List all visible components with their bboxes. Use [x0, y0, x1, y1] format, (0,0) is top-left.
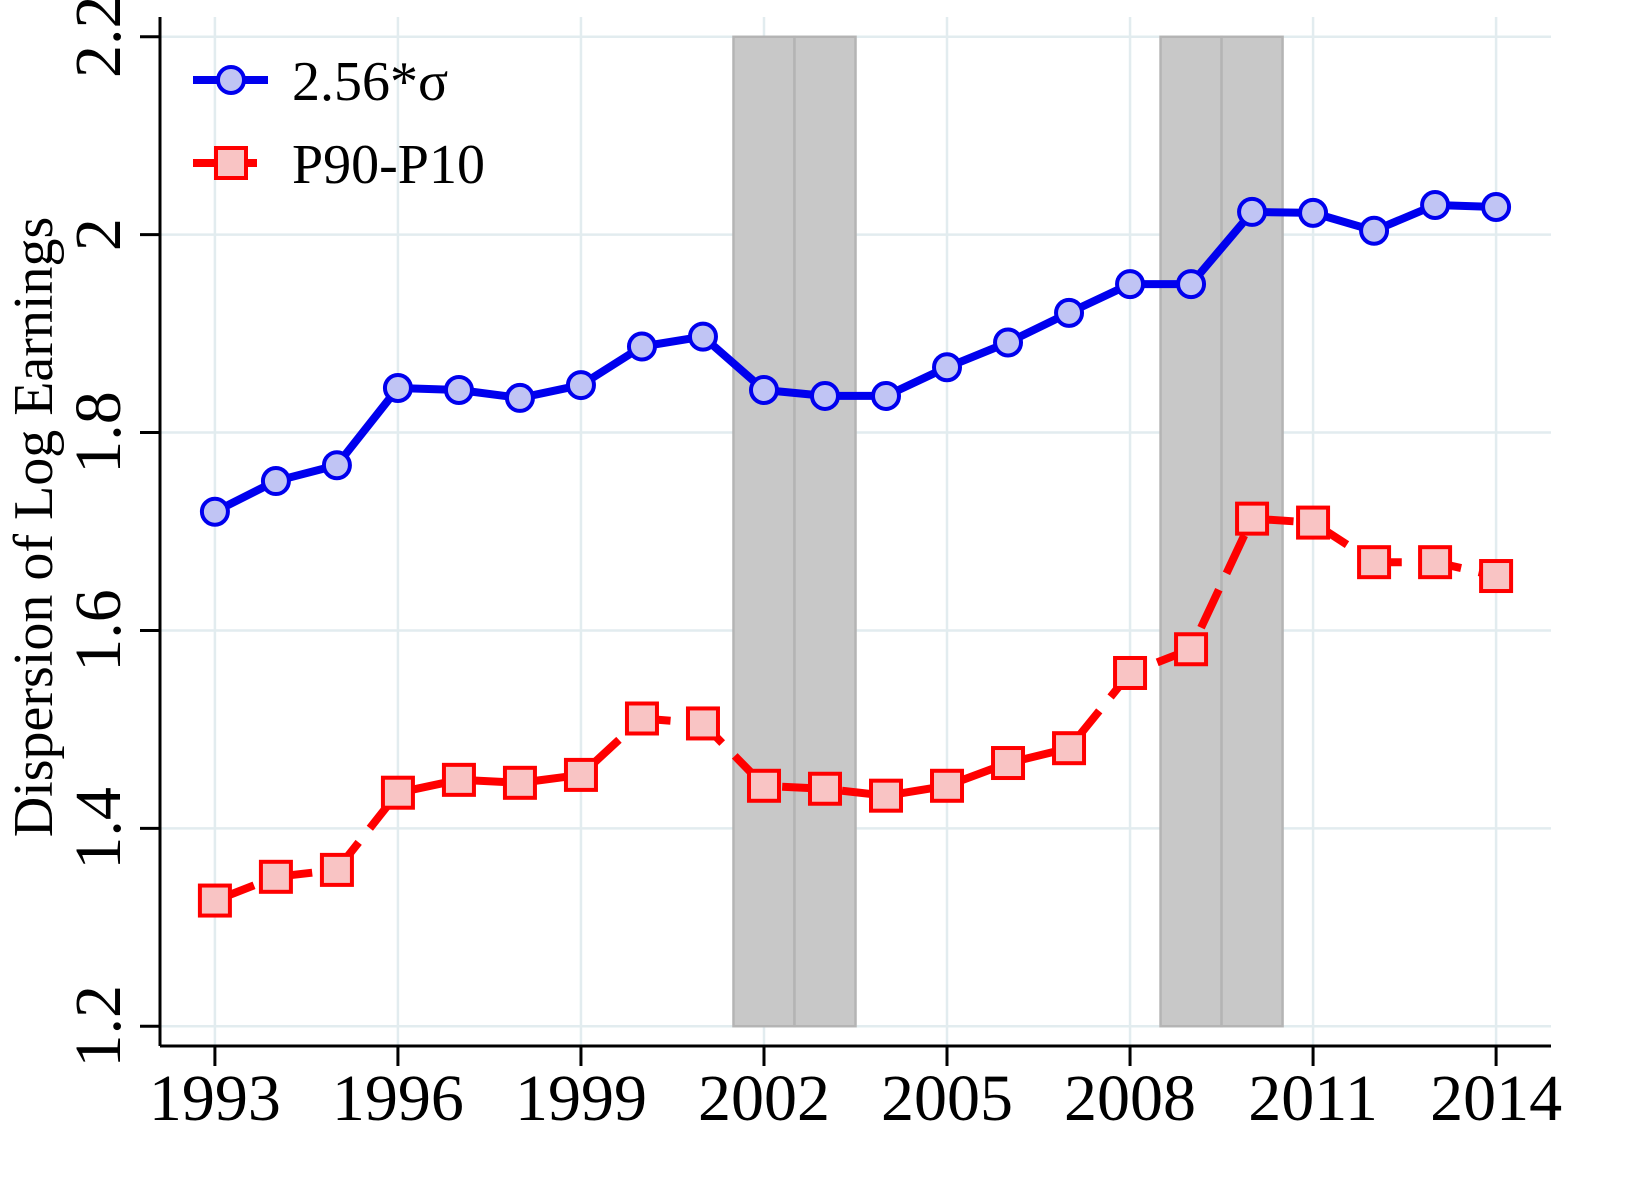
recession-shading: [732, 35, 1284, 1028]
data-point-square: [869, 778, 904, 813]
data-point-circle: [932, 352, 963, 383]
y-tick-label: 1.2: [62, 985, 135, 1068]
data-point-circle: [260, 466, 291, 497]
data-point-square: [1357, 545, 1392, 580]
data-point-circle: [809, 380, 840, 411]
data-point-square: [1052, 731, 1087, 766]
y-axis-title: Dispersion of Log Earnings: [3, 217, 65, 838]
data-point-circle: [748, 375, 779, 406]
x-tick-label: 1999: [515, 1062, 647, 1135]
data-point-circle: [382, 373, 413, 404]
data-point-square: [1296, 505, 1331, 540]
data-point-square: [441, 762, 476, 797]
data-point-square: [624, 701, 659, 736]
x-tick-label: 2008: [1064, 1062, 1196, 1135]
data-point-circle: [687, 321, 718, 352]
y-tick-label: 2: [62, 218, 135, 251]
data-point-circle: [321, 450, 352, 481]
data-point-square: [380, 775, 415, 810]
data-point-square: [1418, 545, 1453, 580]
data-point-circle: [1298, 197, 1329, 228]
data-point-square: [1235, 501, 1270, 536]
data-point-circle: [1237, 196, 1268, 227]
data-point-square: [563, 757, 598, 792]
data-point-circle: [993, 327, 1024, 358]
x-tick-label: 2014: [1430, 1062, 1562, 1135]
data-point-square: [746, 768, 781, 803]
legend: 2.56*σ P90-P10: [193, 51, 485, 196]
data-point-circle: [871, 380, 902, 411]
series-line-2: [213, 514, 1497, 905]
legend-marker-square: [214, 146, 248, 180]
y-tick-label: 1.8: [62, 391, 135, 474]
series-group: [197, 189, 1514, 918]
y-tick-label: 2.2: [62, 0, 135, 78]
shaded-region: [793, 35, 857, 1028]
data-point-circle: [199, 496, 230, 527]
shaded-region: [1159, 35, 1223, 1028]
data-point-square: [991, 746, 1026, 781]
data-point-circle: [626, 331, 657, 362]
data-point-square: [685, 706, 720, 741]
data-point-circle: [1359, 215, 1390, 246]
data-point-square: [807, 771, 842, 806]
axes: 1993 1996 1999 2002 2005 2008 2011 2014 1.2 1.4 1.…: [3, 0, 1562, 1135]
data-point-square: [502, 765, 537, 800]
x-tick-label: 1996: [332, 1062, 464, 1135]
data-point-circle: [443, 375, 474, 406]
x-tick-label: 1993: [149, 1062, 281, 1135]
x-tick-label: 2005: [881, 1062, 1013, 1135]
shaded-region: [732, 35, 796, 1028]
data-point-square: [930, 768, 965, 803]
x-tick-label: 2011: [1248, 1062, 1378, 1135]
y-tick-label: 1.4: [62, 787, 135, 870]
data-point-circle: [1176, 269, 1207, 300]
data-point-square: [258, 859, 293, 894]
data-point-circle: [1481, 191, 1512, 222]
data-point-square: [1113, 655, 1148, 690]
legend-label-1: 2.56*σ: [292, 51, 448, 113]
legend-label-2: P90-P10: [292, 134, 485, 196]
data-point-square: [1174, 632, 1209, 667]
data-point-circle: [565, 370, 596, 401]
data-point-square: [319, 852, 354, 887]
data-point-circle: [1115, 269, 1146, 300]
data-point-circle: [1054, 297, 1085, 328]
data-point-circle: [504, 382, 535, 413]
data-point-square: [197, 883, 232, 918]
legend-marker-circle: [216, 65, 246, 95]
x-tick-label: 2002: [698, 1062, 830, 1135]
data-point-square: [1479, 559, 1514, 594]
data-point-circle: [1420, 189, 1451, 220]
series-line-1: [213, 201, 1497, 516]
y-tick-label: 1.6: [62, 589, 135, 672]
